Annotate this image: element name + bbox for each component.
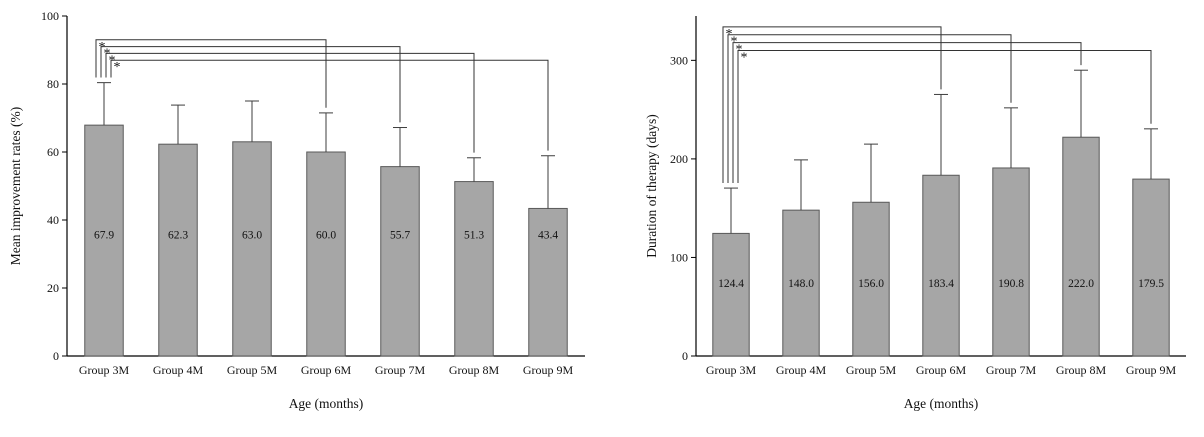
bar-value-label: 190.8 — [998, 278, 1024, 290]
bar-1 — [158, 143, 198, 357]
bar-4 — [992, 167, 1030, 357]
y-tick-label: 80 — [47, 77, 59, 91]
improvement-rates-chart: 0 20 40 60 80 100 67.9 Group 3M 62.3 Group 4M 63.0… — [8, 9, 585, 411]
bar-3 — [306, 151, 346, 357]
therapy-duration-chart: 0 100 200 300 124.4 Group 3M 148.0 Group 4M 156.… — [644, 16, 1186, 411]
significance-asterisk: * — [99, 40, 106, 55]
bar-value-label: 124.4 — [718, 278, 744, 290]
x-category-label: Group 4M — [153, 363, 204, 377]
x-category-label: Group 8M — [1056, 363, 1107, 377]
y-tick-label: 40 — [47, 213, 59, 227]
bar-0 — [84, 124, 124, 357]
therapy-duration-figure: 0 100 200 300 124.4 Group 3M 148.0 Group 4M 156.… — [640, 2, 1200, 437]
bar-2 — [852, 201, 890, 357]
significance-bracket — [95, 39, 327, 108]
bar-value-label: 62.3 — [168, 230, 188, 242]
significance-bracket — [737, 49, 1152, 183]
x-category-label: Group 9M — [523, 363, 574, 377]
significance-bracket — [110, 59, 549, 151]
y-tick-label: 0 — [682, 349, 688, 363]
y-tick-label: 20 — [47, 281, 59, 295]
x-category-label: Group 8M — [449, 363, 500, 377]
significance-asterisk: * — [104, 47, 111, 62]
x-category-label: Group 3M — [706, 363, 757, 377]
significance-asterisk: * — [114, 60, 121, 75]
bar-6 — [1132, 178, 1170, 357]
bar-value-label: 63.0 — [242, 230, 262, 242]
bar-value-label: 183.4 — [928, 278, 954, 290]
bar-1 — [782, 209, 820, 357]
bar-value-label: 55.7 — [390, 230, 410, 242]
bar-5 — [1062, 136, 1100, 357]
improvement-rates-figure: 0 20 40 60 80 100 67.9 Group 3M 62.3 Group 4M 63.0… — [4, 2, 599, 437]
bar-value-label: 60.0 — [316, 230, 336, 242]
y-tick-label: 300 — [670, 53, 688, 67]
significance-bracket — [722, 26, 942, 183]
bar-5 — [454, 181, 494, 357]
x-category-label: Group 6M — [301, 363, 352, 377]
x-axis-title: Age (months) — [904, 396, 979, 411]
y-tick-label: 200 — [670, 152, 688, 166]
significance-asterisk: * — [109, 53, 116, 68]
x-category-label: Group 7M — [986, 363, 1037, 377]
x-category-label: Group 3M — [79, 363, 130, 377]
bar-3 — [922, 174, 960, 357]
x-category-label: Group 7M — [375, 363, 426, 377]
significance-bracket — [727, 34, 1012, 183]
bar-value-label: 148.0 — [788, 278, 814, 290]
y-tick-label: 100 — [41, 9, 59, 23]
significance-bracket — [105, 52, 475, 153]
bar-value-label: 222.0 — [1068, 278, 1094, 290]
x-category-label: Group 9M — [1126, 363, 1177, 377]
x-category-label: Group 5M — [227, 363, 278, 377]
x-axis-title: Age (months) — [289, 396, 364, 411]
x-category-label: Group 4M — [776, 363, 827, 377]
y-axis-title: Mean improvement rates (%) — [8, 107, 23, 266]
bar-value-label: 67.9 — [94, 230, 114, 242]
significance-bracket — [100, 46, 401, 123]
x-category-label: Group 5M — [846, 363, 897, 377]
y-tick-label: 100 — [670, 250, 688, 264]
bar-value-label: 43.4 — [538, 230, 558, 242]
bar-value-label: 51.3 — [464, 230, 484, 242]
bar-2 — [232, 141, 272, 357]
bar-0 — [712, 232, 750, 357]
bar-value-label: 179.5 — [1138, 278, 1164, 290]
y-tick-label: 60 — [47, 145, 59, 159]
x-category-label: Group 6M — [916, 363, 967, 377]
bar-value-label: 156.0 — [858, 278, 884, 290]
significance-asterisk: * — [741, 50, 748, 65]
bar-4 — [380, 166, 420, 357]
y-tick-label: 0 — [53, 349, 59, 363]
y-axis-title: Duration of therapy (days) — [644, 114, 659, 258]
significance-bracket — [732, 42, 1082, 183]
bar-6 — [528, 207, 568, 357]
